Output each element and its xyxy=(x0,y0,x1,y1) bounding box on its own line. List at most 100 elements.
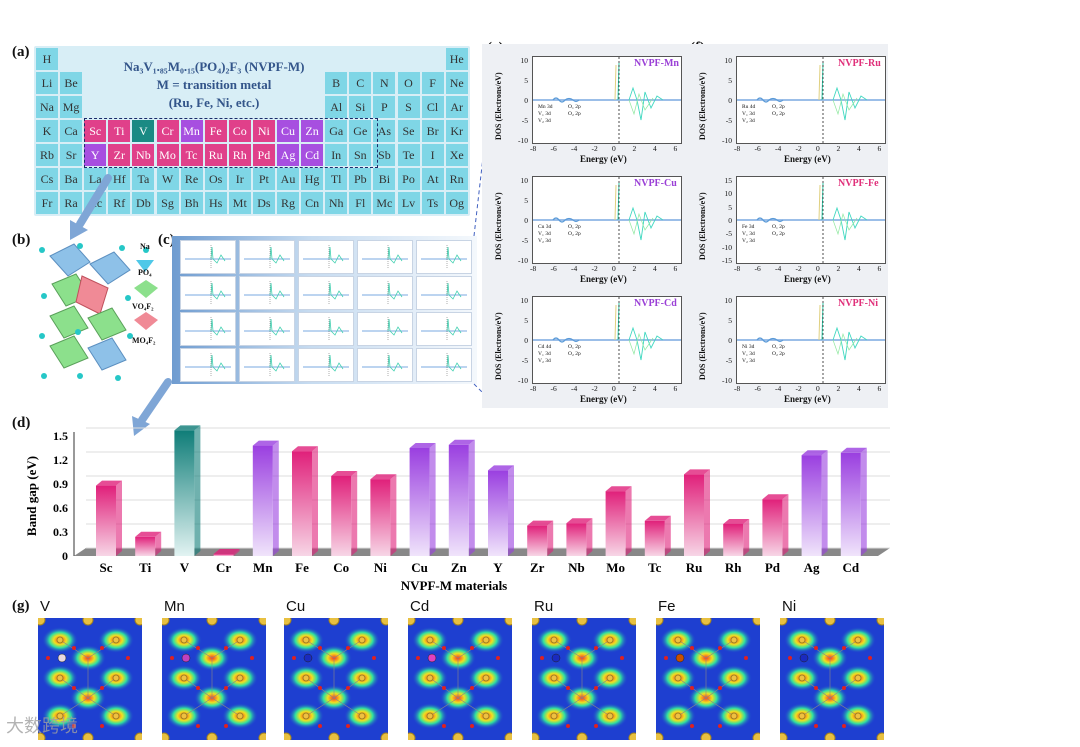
dos-legend-item: Ru 4d xyxy=(742,104,756,110)
element-sr: Sr xyxy=(60,144,83,166)
dos-xtick: 6 xyxy=(673,264,678,273)
dos-xtick: 2 xyxy=(836,384,841,393)
dos-xtick: -6 xyxy=(754,144,761,153)
y-tick-label: 0.6 xyxy=(53,501,68,515)
elf-label-fe: Fe xyxy=(658,598,676,615)
element-mc: Mc xyxy=(373,192,396,214)
elf-map-ni xyxy=(780,618,884,740)
element-ra: Ra xyxy=(60,192,83,214)
bar-sc xyxy=(96,480,122,556)
y-tick-label: 0 xyxy=(62,549,68,563)
dos-legend-item: O₂ 2p xyxy=(568,111,581,117)
dos-legend-item: V₂ 3d xyxy=(742,238,755,244)
element-al: Al xyxy=(325,96,348,118)
x-tick-label: Zr xyxy=(530,560,545,575)
x-tick-label: Pd xyxy=(765,560,781,575)
element-rf: Rf xyxy=(108,192,131,214)
dos-xtick: -4 xyxy=(775,144,782,153)
na-atoms xyxy=(39,243,133,381)
dos-xtick: 0 xyxy=(612,264,616,273)
dos-legend-item: V₁ 3d xyxy=(742,111,755,117)
dos-xtick: -6 xyxy=(550,384,557,393)
watermark: 大数跨境 xyxy=(6,716,78,737)
dos-xtick: 6 xyxy=(673,144,678,153)
dos-xtick: -8 xyxy=(530,384,537,393)
element-ni: Ni xyxy=(252,120,275,142)
x-tick-label: Fe xyxy=(295,560,309,575)
elf-map-fe xyxy=(656,618,760,740)
legend-mo4f2: MO₄F₂ xyxy=(132,336,156,345)
dos-xtick: -4 xyxy=(571,384,578,393)
element-sb: Sb xyxy=(373,144,396,166)
dos-xlabel: Energy (eV) xyxy=(580,274,627,284)
element-ds: Ds xyxy=(252,192,275,214)
dos-title: NVPF-Ru xyxy=(838,58,881,69)
dos-xtick: 6 xyxy=(877,264,882,273)
dos-thumbnail xyxy=(416,348,472,382)
dos-legend: Cd 4d O₁ 2p V₁ 3d O₂ 2p V₂ 3d xyxy=(538,344,598,365)
x-tick-label: Mo xyxy=(606,560,625,575)
element-b: B xyxy=(325,72,348,94)
element-as: As xyxy=(373,120,396,142)
dos-ytick: 0 xyxy=(728,336,732,345)
dos-ylabel: DOS (Electrons/eV) xyxy=(494,192,503,260)
dos-legend-item: O₁ 2p xyxy=(772,104,785,110)
element-ti: Ti xyxy=(108,120,131,142)
bar-pd xyxy=(762,494,789,556)
bar-ni xyxy=(370,474,397,556)
element-ta: Ta xyxy=(132,168,155,190)
element-kr: Kr xyxy=(445,120,468,142)
dos-thumbnail xyxy=(357,312,413,346)
elf-label-mn: Mn xyxy=(164,598,185,615)
dos-xtick: -2 xyxy=(591,384,598,393)
x-tick-label: Y xyxy=(493,560,503,575)
dos-xtick: -8 xyxy=(734,144,741,153)
element-pd: Pd xyxy=(252,144,275,166)
x-tick-label: Ni xyxy=(374,560,387,575)
element-fl: Fl xyxy=(349,192,372,214)
dos-thumbnail xyxy=(239,312,295,346)
dos-ylabel: DOS (Electrons/eV) xyxy=(698,312,707,380)
element-mg: Mg xyxy=(60,96,83,118)
element-rh: Rh xyxy=(228,144,251,166)
y-tick-label: 0.9 xyxy=(53,477,68,491)
y-tick-label: 0.3 xyxy=(53,525,68,539)
dos-title: NVPF-Cd xyxy=(634,298,677,309)
bar-mo xyxy=(605,486,632,556)
dos-xtick: 4 xyxy=(653,264,657,273)
bar-ru xyxy=(684,469,710,556)
element-ir: Ir xyxy=(228,168,251,190)
x-tick-label: Ru xyxy=(686,560,703,575)
dos-ytick: 15 xyxy=(724,176,733,185)
dos-thumbnail xyxy=(239,348,295,382)
dos-title: NVPF-Mn xyxy=(634,58,679,69)
dos-legend-item: Ni 3d xyxy=(742,344,755,350)
element-mo: Mo xyxy=(156,144,179,166)
dos-ytick: 10 xyxy=(724,189,733,199)
dos-xtick: 2 xyxy=(632,144,637,153)
dos-xtick: -4 xyxy=(571,144,578,153)
legend-po4-swatch xyxy=(136,260,154,272)
bar-zr xyxy=(527,520,554,556)
dos-legend-item: V₁ 3d xyxy=(538,111,551,117)
dos-thumbnail xyxy=(298,348,354,382)
dos-xtick: 0 xyxy=(816,384,820,393)
element-rn: Rn xyxy=(445,168,468,190)
dos-thumbnail xyxy=(416,312,472,346)
elf-label-cd: Cd xyxy=(410,598,430,615)
dos-xlabel: Energy (eV) xyxy=(580,154,627,164)
element-na: Na xyxy=(36,96,58,118)
element-tl: Tl xyxy=(325,168,348,190)
elf-label-ru: Ru xyxy=(534,598,554,615)
element-f: F xyxy=(421,72,444,94)
dos-xtick: 4 xyxy=(653,384,657,393)
bar-mn xyxy=(252,440,279,556)
dos-thumbnail xyxy=(357,276,413,310)
dos-xtick: 2 xyxy=(836,264,841,273)
bar-ti xyxy=(135,531,162,556)
dos-plot-nvpf-mn xyxy=(532,56,682,144)
x-tick-label: Tc xyxy=(648,560,661,575)
elf-map-mn xyxy=(162,618,266,740)
element-h: H xyxy=(36,48,58,70)
dos-thumbnail xyxy=(239,276,295,310)
